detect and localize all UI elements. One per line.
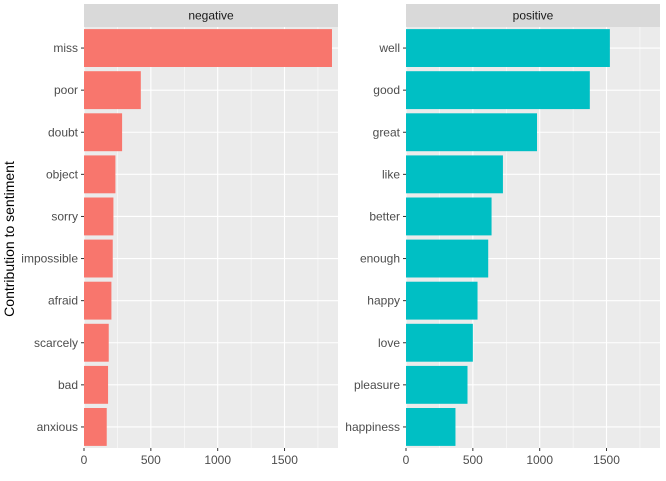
bar-positive-love bbox=[406, 323, 473, 362]
y-tick-label-great: great bbox=[373, 125, 401, 139]
bar-positive-good bbox=[406, 71, 590, 110]
bar-positive-happiness bbox=[406, 408, 456, 446]
y-axis-label: Contribution to sentiment bbox=[1, 161, 17, 317]
facet-strip bbox=[406, 4, 660, 27]
bar-negative-bad bbox=[84, 365, 109, 404]
bar-positive-better bbox=[406, 197, 492, 236]
y-tick-label-object: object bbox=[46, 167, 79, 181]
x-tick-label: 0 bbox=[403, 453, 410, 467]
bar-negative-scarcely bbox=[84, 323, 109, 362]
y-tick-label-scarcely: scarcely bbox=[34, 336, 78, 350]
y-tick-label-doubt: doubt bbox=[48, 125, 79, 139]
bar-negative-miss bbox=[84, 29, 332, 67]
bar-positive-great bbox=[406, 113, 538, 152]
bar-positive-well bbox=[406, 29, 610, 67]
y-tick-label-like: like bbox=[382, 167, 400, 181]
y-tick-label-bad: bad bbox=[58, 378, 78, 392]
x-tick-label: 1000 bbox=[204, 453, 231, 467]
bar-negative-sorry bbox=[84, 197, 114, 236]
bar-positive-enough bbox=[406, 239, 489, 278]
facet-strip bbox=[84, 4, 338, 27]
facet-panel-negative: negative miss poor doubt object sorry impossib… bbox=[21, 4, 338, 467]
x-tick-label: 500 bbox=[463, 453, 483, 467]
x-tick-label: 500 bbox=[141, 453, 161, 467]
y-tick-label-impossible: impossible bbox=[21, 252, 78, 266]
y-tick-label-afraid: afraid bbox=[48, 294, 78, 308]
facet-strip-label: negative bbox=[188, 9, 234, 23]
y-tick-label-better: better bbox=[369, 209, 400, 223]
y-tick-label-pleasure: pleasure bbox=[354, 378, 400, 392]
bar-negative-impossible bbox=[84, 239, 113, 278]
x-tick-label: 1000 bbox=[526, 453, 553, 467]
y-tick-label-anxious: anxious bbox=[37, 420, 78, 434]
x-tick-label: 1500 bbox=[593, 453, 620, 467]
y-tick-label-sorry: sorry bbox=[51, 209, 78, 223]
bar-negative-anxious bbox=[84, 408, 107, 446]
y-tick-label-miss: miss bbox=[53, 41, 78, 55]
bar-negative-doubt bbox=[84, 113, 123, 152]
y-tick-label-enough: enough bbox=[360, 252, 400, 266]
bar-positive-like bbox=[406, 155, 503, 194]
y-tick-label-good: good bbox=[373, 83, 400, 97]
y-tick-label-love: love bbox=[378, 336, 400, 350]
bar-negative-object bbox=[84, 155, 116, 194]
bar-positive-happy bbox=[406, 281, 478, 320]
facet-strip-label: positive bbox=[513, 9, 554, 23]
facet-panel-positive: positive well good great like better enough hap… bbox=[345, 4, 660, 467]
bar-positive-pleasure bbox=[406, 365, 468, 404]
x-tick-label: 1500 bbox=[271, 453, 298, 467]
y-tick-label-happy: happy bbox=[367, 294, 400, 308]
y-tick-label-poor: poor bbox=[54, 83, 78, 97]
y-tick-label-well: well bbox=[378, 41, 400, 55]
bar-negative-poor bbox=[84, 71, 141, 110]
y-tick-label-happiness: happiness bbox=[345, 420, 400, 434]
bar-negative-afraid bbox=[84, 281, 112, 320]
x-tick-label: 0 bbox=[81, 453, 88, 467]
